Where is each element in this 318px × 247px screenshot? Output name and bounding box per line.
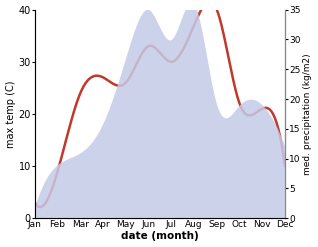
Y-axis label: med. precipitation (kg/m2): med. precipitation (kg/m2) — [303, 53, 313, 175]
X-axis label: date (month): date (month) — [121, 231, 199, 242]
Y-axis label: max temp (C): max temp (C) — [5, 80, 16, 148]
